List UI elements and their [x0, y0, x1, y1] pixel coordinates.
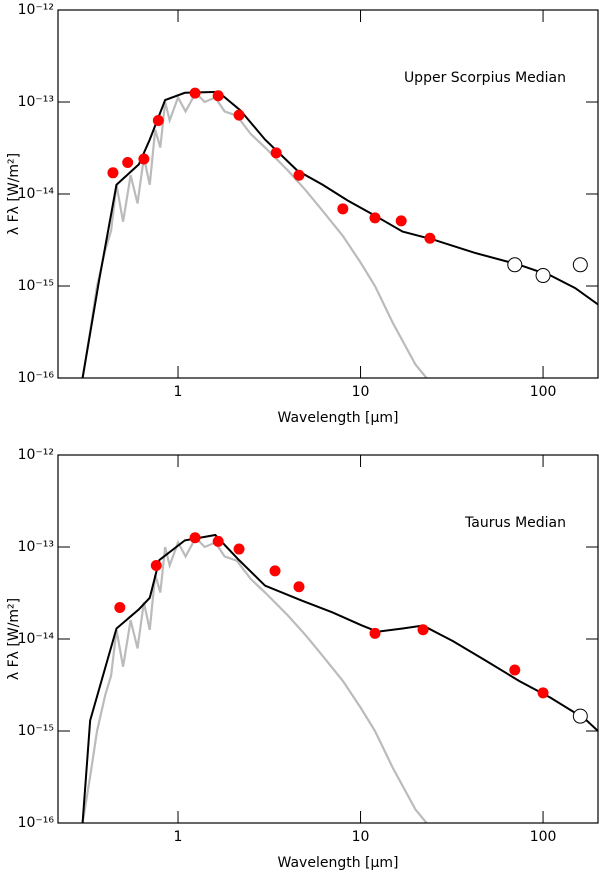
x-tick-label: 1: [174, 829, 183, 845]
x-tick-label: 10: [352, 384, 370, 400]
photometry-point: [233, 109, 245, 121]
photometry-point: [270, 147, 282, 159]
photometry-point: [150, 559, 162, 571]
y-tick-label: 10⁻¹³: [18, 94, 54, 110]
annotation: Taurus Median: [464, 515, 566, 531]
y-tick-label: 10⁻¹²: [18, 2, 54, 18]
photometry-point: [293, 581, 305, 593]
photometry-point: [293, 169, 305, 181]
photometry-point: [269, 565, 281, 577]
photometry-point: [189, 87, 201, 99]
y-tick-label: 10⁻¹⁵: [18, 723, 54, 739]
x-tick-label: 1: [174, 384, 183, 400]
photometry-point: [369, 212, 381, 224]
plot-area: [81, 90, 598, 378]
photometry-point: [152, 114, 164, 126]
photometry-point: [122, 156, 134, 168]
y-tick-label: 10⁻¹²: [18, 447, 54, 463]
sed-line: [81, 90, 598, 378]
photometry-point: [189, 532, 201, 544]
panel: 1 10 100 10⁻¹⁶ 10⁻¹⁵ 10⁻¹⁴ 10⁻¹³ 10⁻¹² Wavelengt…: [6, 447, 599, 871]
photometry-point: [107, 167, 119, 179]
sed-line: [81, 533, 598, 823]
x-tick-label: 100: [530, 384, 557, 400]
photometry-point: [212, 90, 224, 102]
photometry-point: [138, 153, 150, 165]
y-axis-label: λ Fλ [W/m²]: [6, 598, 22, 680]
sed-line: [81, 90, 428, 378]
photometry-point: [369, 627, 381, 639]
photometry-point: [114, 601, 126, 613]
x-axis-label: Wavelength [μm]: [278, 410, 399, 426]
photometry-point: [537, 687, 549, 699]
photometry-point: [212, 535, 224, 547]
photometry-point: [233, 543, 245, 555]
y-axis-label: λ Fλ [W/m²]: [6, 153, 22, 235]
y-tick-label: 10⁻¹⁶: [18, 370, 55, 386]
sed-line: [81, 535, 428, 823]
open-point: [535, 268, 551, 284]
x-axis-label: Wavelength [μm]: [278, 855, 399, 871]
open-point: [507, 257, 523, 273]
photometry-point: [509, 664, 521, 676]
y-tick-label: 10⁻¹³: [18, 539, 54, 555]
y-tick-label: 10⁻¹⁴: [18, 631, 55, 647]
open-point: [572, 708, 588, 724]
x-tick-label: 100: [530, 829, 557, 845]
y-tick-label: 10⁻¹⁶: [18, 815, 55, 831]
panel: 1 10 100 10⁻¹⁶ 10⁻¹⁵ 10⁻¹⁴ 10⁻¹³ 10⁻¹² Wavelengt…: [6, 2, 599, 426]
annotation: Upper Scorpius Median: [404, 70, 566, 86]
y-tick-label: 10⁻¹⁴: [18, 186, 55, 202]
photometry-point: [424, 232, 436, 244]
x-tick-label: 10: [352, 829, 370, 845]
photometry-point: [337, 203, 349, 215]
photometry-point: [417, 624, 429, 636]
photometry-point: [395, 215, 407, 227]
y-tick-label: 10⁻¹⁵: [18, 278, 54, 294]
open-point: [572, 257, 588, 273]
plot-area: [81, 533, 598, 823]
